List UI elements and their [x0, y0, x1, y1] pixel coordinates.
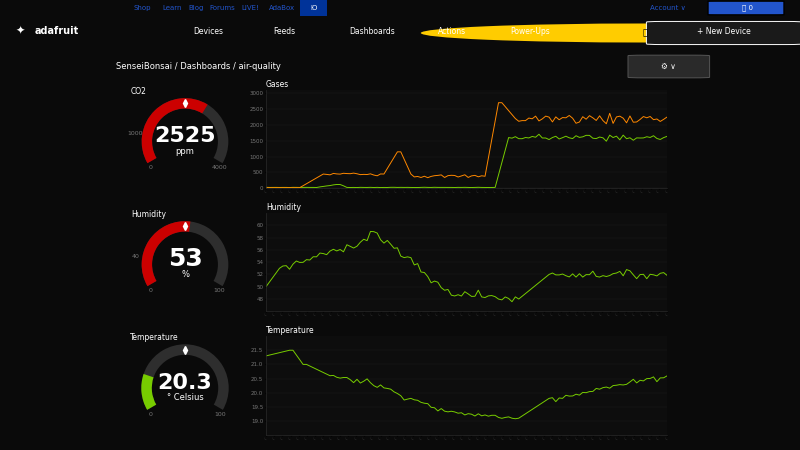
Text: Blog: Blog: [188, 5, 204, 11]
Text: %: %: [181, 270, 189, 279]
Text: LIVE!: LIVE!: [242, 5, 259, 11]
Legend: nox, red: nox, red: [431, 219, 502, 228]
Text: 0: 0: [149, 288, 153, 293]
Text: Forums: Forums: [210, 5, 235, 11]
Text: ✦: ✦: [16, 26, 26, 36]
Text: SenseiBonsai / Dashboards / air-quality: SenseiBonsai / Dashboards / air-quality: [116, 62, 281, 71]
Text: 40: 40: [131, 254, 139, 259]
Wedge shape: [142, 374, 156, 410]
FancyBboxPatch shape: [628, 55, 710, 78]
Text: AdaBox: AdaBox: [269, 5, 294, 11]
Circle shape: [421, 23, 800, 42]
Text: + New Device: + New Device: [697, 27, 751, 36]
Text: IO: IO: [310, 5, 318, 11]
Text: 4000: 4000: [212, 165, 227, 170]
Text: ppm: ppm: [175, 147, 194, 156]
Text: 0: 0: [148, 412, 152, 417]
Wedge shape: [142, 344, 229, 410]
Text: 53: 53: [168, 248, 202, 271]
Text: Feeds: Feeds: [273, 27, 295, 36]
Text: Gases: Gases: [266, 80, 290, 89]
Text: Temperature: Temperature: [266, 326, 314, 335]
Text: 1000: 1000: [127, 131, 143, 136]
Text: CO2: CO2: [131, 87, 146, 96]
Text: Humidity: Humidity: [131, 210, 166, 219]
Wedge shape: [142, 221, 228, 286]
Text: Learn: Learn: [162, 5, 182, 11]
Text: 🛒 0: 🛒 0: [742, 4, 753, 11]
Text: Humidity: Humidity: [266, 203, 301, 212]
Text: Account ∨: Account ∨: [650, 5, 686, 11]
Text: 2525: 2525: [154, 126, 216, 146]
Text: 100: 100: [214, 288, 226, 293]
Text: 0: 0: [149, 165, 153, 170]
Wedge shape: [142, 98, 228, 163]
Text: 20.3: 20.3: [158, 373, 212, 393]
Text: 100: 100: [214, 412, 226, 417]
Text: Shop: Shop: [134, 5, 151, 11]
Text: 🔑: 🔑: [642, 28, 647, 37]
Legend: humidity: humidity: [443, 342, 490, 351]
FancyBboxPatch shape: [708, 1, 784, 15]
Text: ⚙ ∨: ⚙ ∨: [662, 62, 676, 71]
Text: Devices: Devices: [193, 27, 223, 36]
Bar: [300, 0, 327, 16]
Text: ° Celsius: ° Celsius: [166, 393, 203, 402]
Text: Power-Ups: Power-Ups: [510, 27, 550, 36]
Text: adafruit: adafruit: [34, 26, 78, 36]
Text: Temperature: Temperature: [130, 333, 179, 342]
FancyBboxPatch shape: [646, 22, 800, 45]
Text: Actions: Actions: [438, 27, 466, 36]
Text: Dashboards: Dashboards: [349, 27, 395, 36]
Wedge shape: [142, 221, 190, 286]
Wedge shape: [142, 98, 208, 163]
